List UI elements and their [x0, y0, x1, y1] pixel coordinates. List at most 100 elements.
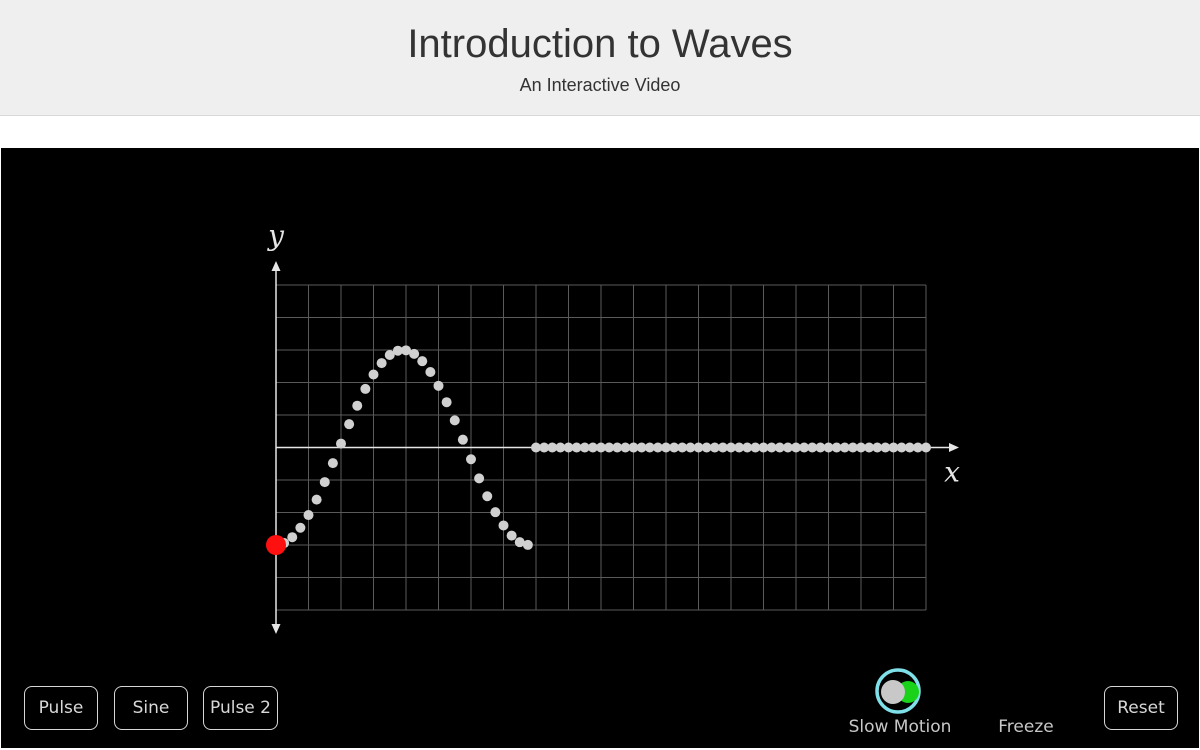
wave-particle — [587, 442, 598, 453]
wave-particle — [847, 442, 858, 453]
wave-particle — [604, 442, 615, 453]
wave-particle — [782, 442, 793, 453]
y-axis-arrow-up — [271, 261, 281, 271]
freeze-label[interactable]: Freeze — [998, 717, 1054, 737]
wave-particle — [799, 442, 810, 453]
wave-particle — [839, 442, 850, 453]
y-axis-arrow-down — [271, 624, 281, 634]
wave-particle — [693, 442, 704, 453]
wave-particle — [555, 442, 566, 453]
wave-particle — [677, 442, 688, 453]
x-axis-arrow — [949, 443, 959, 452]
wave-particle — [392, 345, 403, 356]
driver-particle[interactable] — [266, 535, 286, 555]
wave-particle — [287, 532, 298, 543]
wave-particle — [717, 442, 728, 453]
slow-motion-toggle[interactable] — [874, 667, 922, 715]
sine-button[interactable]: Sine — [114, 686, 188, 730]
wave-particle — [384, 350, 395, 361]
plot-axes: y x — [266, 219, 960, 634]
wave-particle — [636, 442, 647, 453]
wave-particle — [547, 442, 558, 453]
wave-particle — [880, 442, 891, 453]
wave-particle — [311, 494, 322, 505]
wave-particle — [344, 419, 355, 430]
wave-particle — [864, 442, 875, 453]
pulse-2-button[interactable]: Pulse 2 — [203, 686, 278, 730]
wave-particle — [758, 442, 769, 453]
wave-particle — [750, 442, 761, 453]
wave-particle — [376, 358, 387, 369]
wave-particle — [701, 442, 712, 453]
wave-particle — [466, 454, 476, 465]
wave-particle — [661, 442, 671, 453]
wave-particle — [482, 491, 493, 502]
wave-particle — [401, 345, 411, 356]
wave-particle — [474, 473, 485, 484]
page-subtitle: An Interactive Video — [519, 75, 681, 95]
wave-particle — [490, 507, 501, 518]
y-axis-label: y — [266, 219, 285, 252]
wave-particle — [912, 442, 923, 453]
wave-particle — [303, 510, 314, 521]
wave-particle — [352, 400, 363, 411]
wave-particle — [734, 442, 745, 453]
wave-particle — [612, 442, 623, 453]
wave-particle — [831, 442, 842, 453]
wave-particle — [336, 438, 346, 449]
wave-particle — [449, 415, 460, 426]
wave-particle — [441, 397, 452, 408]
wave-particle — [766, 442, 777, 453]
wave-particle — [522, 539, 533, 550]
wave-particles — [279, 345, 931, 550]
pulse-button[interactable]: Pulse — [24, 686, 98, 730]
slow-motion-label[interactable]: Slow Motion — [848, 717, 952, 737]
wave-particle — [327, 458, 338, 469]
wave-particle — [726, 442, 736, 453]
x-axis-label: x — [944, 456, 960, 489]
wave-particle — [904, 442, 915, 453]
wave-particle — [685, 442, 696, 453]
wave-particle — [563, 442, 574, 453]
wave-particle — [896, 442, 907, 453]
wave-particle — [433, 380, 444, 391]
wave-particle — [644, 442, 655, 453]
wave-particle — [791, 442, 801, 453]
wave-particle — [807, 442, 818, 453]
wave-particle — [921, 442, 931, 453]
wave-particle — [457, 434, 468, 445]
toggle-icon — [875, 668, 921, 714]
wave-particle — [506, 530, 517, 541]
wave-particle — [669, 442, 680, 453]
page-title: Introduction to Waves — [407, 22, 793, 66]
page-header: Introduction to Waves An Interactive Vid… — [0, 0, 1200, 116]
wave-particle — [823, 442, 834, 453]
wave-particle — [571, 442, 582, 453]
wave-particle — [774, 442, 785, 453]
wave-particle — [579, 442, 590, 453]
wave-particle — [815, 442, 826, 453]
wave-particle — [417, 356, 428, 367]
wave-particle — [596, 442, 606, 453]
wave-particle — [620, 442, 631, 453]
wave-particle — [539, 442, 550, 453]
wave-particle — [709, 442, 720, 453]
wave-particle — [409, 348, 420, 359]
wave-particle — [628, 442, 639, 453]
wave-particle — [872, 442, 883, 453]
wave-particle — [888, 442, 899, 453]
wave-particle — [652, 442, 663, 453]
wave-particle — [295, 522, 306, 533]
wave-particle — [856, 442, 866, 453]
wave-particle — [531, 442, 541, 453]
wave-plot: y x — [266, 219, 960, 634]
wave-particle — [514, 537, 525, 548]
wave-particle — [319, 477, 330, 488]
wave-particle — [425, 366, 436, 377]
reset-button[interactable]: Reset — [1104, 686, 1178, 730]
wave-particle — [742, 442, 753, 453]
simulation-stage: y x Pulse Sine Pulse 2 Slow Motion Freez… — [1, 148, 1199, 748]
wave-particle — [360, 383, 371, 394]
wave-particle — [368, 369, 379, 380]
wave-particle — [498, 520, 509, 531]
